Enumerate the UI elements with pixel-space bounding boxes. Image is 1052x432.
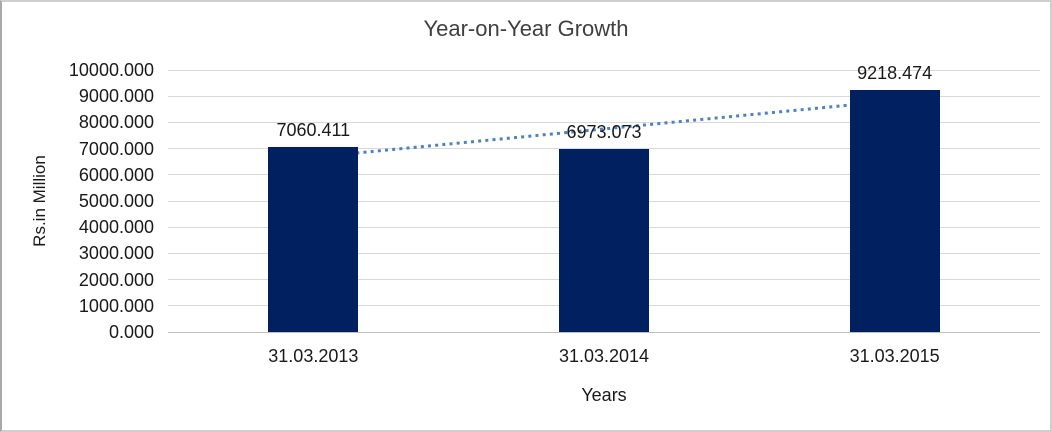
y-tick-label: 3000.000	[78, 243, 154, 264]
x-axis-title: Years	[581, 385, 627, 405]
bar-31.03.2015	[849, 90, 940, 332]
y-tick-label: 2000.000	[78, 269, 154, 290]
y-tick-label: 7000.000	[78, 138, 154, 159]
y-tick-label: 10000.000	[68, 60, 154, 80]
y-tick-label: 9000.000	[78, 86, 154, 107]
bar-31.03.2014	[559, 149, 649, 332]
y-tick-label: 6000.000	[78, 164, 154, 185]
y-tick-label: 5000.000	[78, 191, 154, 211]
bar-31.03.2013	[268, 147, 359, 332]
bar-value-label: 7060.411	[276, 120, 351, 141]
plot-area: 7060.411 6973.073 9218.474	[168, 63, 1040, 333]
x-category-label: 31.03.2013	[268, 346, 359, 366]
gridline	[168, 95, 1040, 97]
x-category-label: 31.03.2015	[849, 346, 940, 366]
gridline	[168, 69, 1040, 71]
y-tick-label: 0.000	[108, 322, 154, 342]
chart-title: Year-on-Year Growth	[423, 16, 629, 41]
y-tick-label: 1000.000	[78, 295, 154, 316]
x-axis-line	[168, 331, 1040, 333]
bar-value-label: 9218.474	[857, 63, 933, 84]
y-tick-label: 8000.000	[78, 112, 154, 133]
y-tick-label: 4000.000	[78, 217, 154, 238]
x-axis-category-labels: 31.03.2013 31.03.2014 31.03.2015	[168, 346, 1040, 370]
x-category-label: 31.03.2014	[558, 346, 650, 366]
bar-value-label: 6973.073	[566, 122, 642, 143]
y-axis-tick-labels: 0.000 1000.000 2000.000 3000.000 4000.000 500…	[2, 2, 154, 430]
